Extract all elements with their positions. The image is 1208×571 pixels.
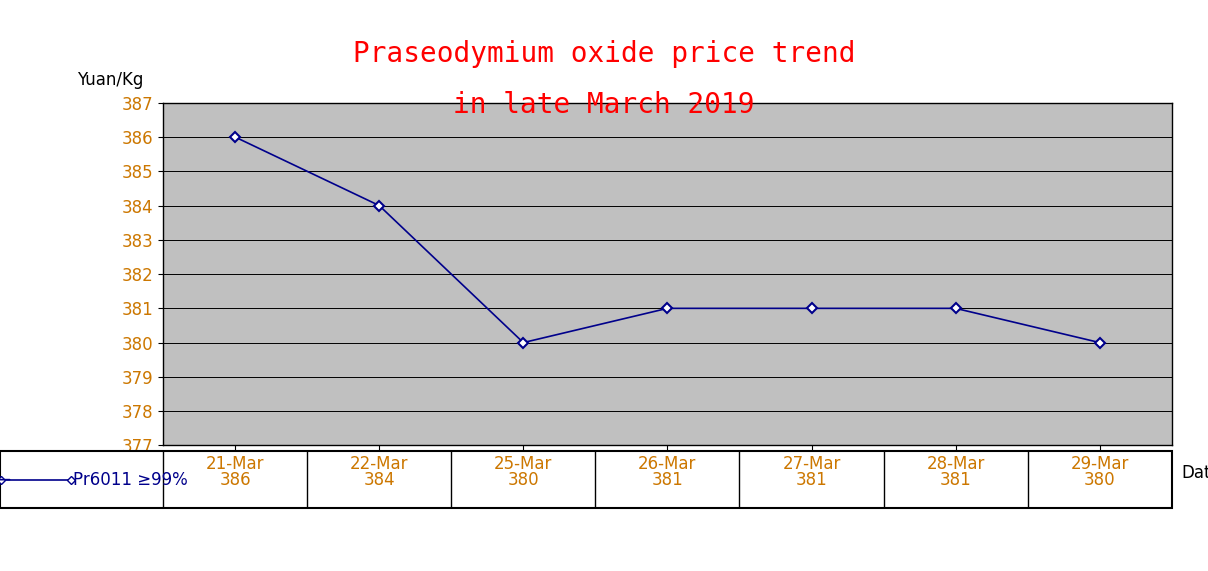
Text: 384: 384 [364,471,395,489]
Text: Praseodymium oxide price trend: Praseodymium oxide price trend [353,40,855,68]
Text: 386: 386 [220,471,251,489]
Text: Yuan/Kg: Yuan/Kg [77,71,144,89]
Text: Pr6011 ≥99%: Pr6011 ≥99% [74,471,188,489]
Text: 380: 380 [1084,471,1115,489]
Text: 381: 381 [651,471,684,489]
Text: 381: 381 [796,471,827,489]
Text: in late March 2019: in late March 2019 [453,91,755,119]
Text: Date: Date [1181,464,1208,482]
Text: 380: 380 [507,471,539,489]
Text: 381: 381 [940,471,971,489]
